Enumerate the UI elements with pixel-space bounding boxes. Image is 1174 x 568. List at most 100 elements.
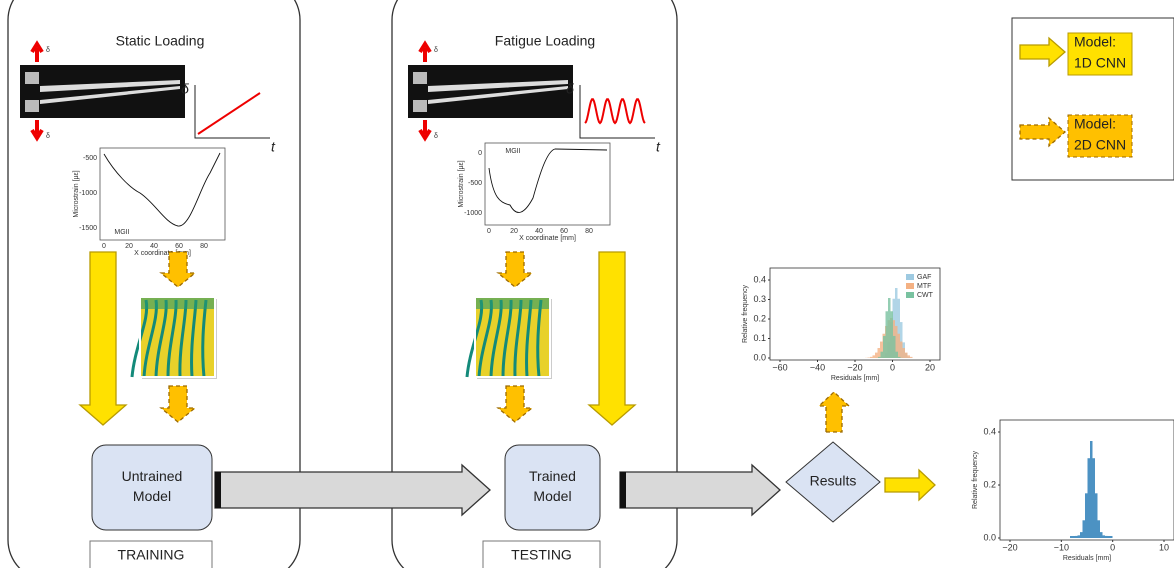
hist-bar bbox=[1102, 535, 1105, 538]
clamp bbox=[413, 72, 427, 84]
loading-y-label: δ bbox=[181, 81, 189, 97]
model-box bbox=[91, 444, 213, 531]
hist-bar bbox=[877, 348, 880, 358]
legend-entry-box bbox=[1067, 32, 1133, 76]
testing-panel bbox=[391, 0, 678, 568]
hist-bar bbox=[1085, 493, 1088, 538]
legend-text: Model: bbox=[1074, 116, 1116, 132]
hist-bar bbox=[890, 311, 893, 358]
hist-bar bbox=[870, 356, 873, 358]
hist-bar bbox=[907, 355, 910, 358]
hist-bar bbox=[898, 356, 901, 358]
model-label: Untrained bbox=[122, 468, 183, 484]
panel-title: Fatigue Loading bbox=[495, 33, 595, 49]
y-tick-label: 0.4 bbox=[753, 274, 766, 284]
y-axis-label: Microstrain [µε] bbox=[73, 170, 80, 217]
clamp bbox=[25, 72, 39, 84]
force-label: δ bbox=[46, 133, 50, 140]
hist-bar bbox=[910, 356, 913, 358]
force-arrow-down bbox=[418, 120, 432, 142]
y-axis-label: Relative frequency bbox=[972, 451, 979, 509]
solid-arrow bbox=[884, 468, 936, 502]
image-outline bbox=[474, 296, 551, 378]
x-tick-label: 60 bbox=[175, 243, 183, 250]
hist-bar bbox=[1087, 458, 1090, 538]
hist-bar bbox=[902, 348, 905, 358]
x-tick-label: −10 bbox=[1054, 542, 1069, 552]
hist-bar bbox=[872, 355, 875, 358]
x-tick-label: 20 bbox=[510, 228, 518, 235]
dashed-arrow bbox=[1019, 116, 1066, 148]
x-tick-label: 60 bbox=[560, 228, 568, 235]
image-outline bbox=[139, 296, 216, 378]
y-tick-label: -500 bbox=[468, 180, 482, 187]
force-label: δ bbox=[434, 133, 438, 140]
hist-bar bbox=[878, 356, 881, 358]
y-axis-label: Relative frequency bbox=[742, 285, 749, 343]
clamp bbox=[413, 100, 427, 112]
solid-arrow bbox=[1019, 36, 1066, 68]
fatigue-load bbox=[584, 98, 646, 125]
legend-swatch bbox=[906, 292, 914, 298]
static-load bbox=[197, 92, 261, 135]
hist-bar bbox=[885, 311, 888, 358]
hist-bar bbox=[880, 351, 883, 358]
legend-entry-box bbox=[1067, 114, 1133, 158]
y-tick-label: -1000 bbox=[79, 190, 97, 197]
y-tick-label: -500 bbox=[83, 155, 97, 162]
hist-bar bbox=[895, 288, 898, 358]
x-tick-label: 20 bbox=[925, 362, 935, 372]
phase-label: TESTING bbox=[511, 547, 572, 563]
strain-curve bbox=[488, 148, 608, 213]
panel-title: Static Loading bbox=[116, 33, 205, 49]
legend-label: GAF bbox=[917, 274, 931, 281]
dashed-arrow bbox=[817, 391, 851, 433]
legend-text: 2D CNN bbox=[1074, 137, 1126, 153]
dashed-arrow bbox=[496, 251, 534, 288]
hist-bar bbox=[1075, 535, 1078, 538]
y-tick-label: -1000 bbox=[464, 210, 482, 217]
hist-bar bbox=[1100, 532, 1103, 538]
hist-bar bbox=[1070, 535, 1073, 538]
x-tick-label: 0 bbox=[890, 362, 895, 372]
hist-bar bbox=[1077, 535, 1080, 538]
hist-bar bbox=[897, 298, 900, 358]
strain-curve bbox=[103, 152, 221, 227]
hist-bar bbox=[1082, 520, 1085, 538]
y-tick-label: 0.3 bbox=[753, 294, 766, 304]
phase-box bbox=[89, 540, 213, 568]
hist-bar bbox=[883, 335, 886, 358]
x-tick-label: 40 bbox=[535, 228, 543, 235]
y-tick-label: 0.1 bbox=[753, 333, 766, 343]
force-label: δ bbox=[46, 47, 50, 54]
x-tick-label: −20 bbox=[847, 362, 862, 372]
hist-bar bbox=[1090, 441, 1093, 538]
specimen bbox=[40, 80, 180, 104]
x-tick-label: 80 bbox=[200, 243, 208, 250]
x-tick-label: 0 bbox=[487, 228, 491, 235]
image-top bbox=[475, 297, 550, 309]
strain-plot-frame bbox=[484, 142, 611, 226]
loading-axes bbox=[194, 85, 270, 139]
legend-label: MTF bbox=[917, 283, 931, 290]
flow-arrow bbox=[619, 463, 781, 517]
y-tick-label: 0.2 bbox=[983, 479, 996, 489]
dashed-arrow bbox=[159, 251, 197, 288]
loading-axes bbox=[579, 85, 655, 139]
y-tick-label: -1500 bbox=[79, 225, 97, 232]
x-tick-label: 40 bbox=[150, 243, 158, 250]
results-label: Results bbox=[810, 473, 857, 489]
x-axis-label: Residuals [mm] bbox=[831, 375, 879, 382]
hist-bar bbox=[900, 322, 903, 358]
hist-bar bbox=[905, 352, 908, 358]
strain-plot-frame bbox=[99, 147, 226, 241]
loading-y-label: δ bbox=[566, 81, 574, 97]
hist-bar bbox=[875, 352, 878, 358]
y-tick-label: 0.4 bbox=[983, 426, 996, 436]
legend-label: MGII bbox=[505, 148, 520, 155]
x-tick-label: −60 bbox=[772, 362, 787, 372]
x-axis-label: X coordinate [mm] bbox=[519, 235, 576, 242]
flow-arrow bbox=[214, 463, 491, 517]
